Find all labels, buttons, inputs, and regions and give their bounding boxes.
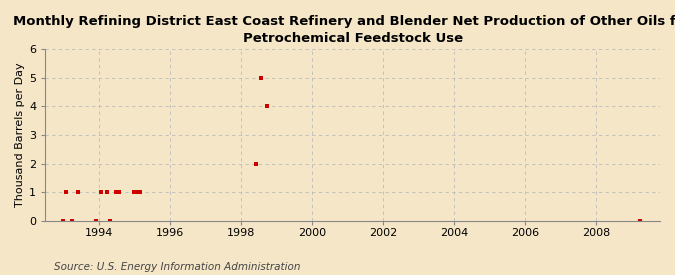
Text: Source: U.S. Energy Information Administration: Source: U.S. Energy Information Administ… bbox=[54, 262, 300, 272]
Y-axis label: Thousand Barrels per Day: Thousand Barrels per Day bbox=[15, 63, 25, 207]
Title: Monthly Refining District East Coast Refinery and Blender Net Production of Othe: Monthly Refining District East Coast Ref… bbox=[14, 15, 675, 45]
